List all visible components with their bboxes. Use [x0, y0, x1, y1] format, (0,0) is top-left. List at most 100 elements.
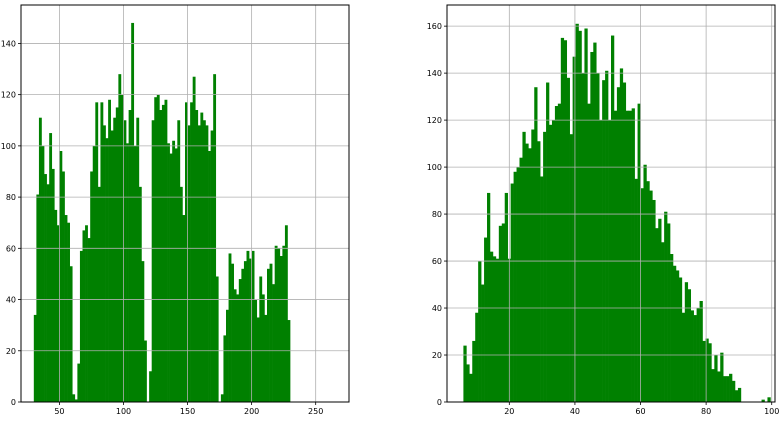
histogram-bar [177, 120, 181, 403]
histogram-bar [578, 30, 582, 402]
histogram-bar [504, 192, 508, 402]
histogram-bar [611, 35, 615, 403]
y-tick-label: 100 [427, 163, 442, 172]
histogram-bar [236, 294, 240, 402]
histogram-bar [525, 143, 529, 402]
histogram-bar [489, 251, 494, 402]
histogram-bar [103, 125, 106, 402]
histogram-bar [279, 256, 283, 402]
histogram-bar [495, 258, 500, 402]
histogram-bar [540, 176, 544, 402]
histogram-bar [264, 314, 268, 402]
histogram-bar [269, 263, 273, 402]
y-tick-label: 40 [432, 304, 442, 313]
histogram-bar [259, 276, 263, 402]
histogram-bar [284, 225, 288, 402]
histogram-bar [238, 279, 242, 402]
histogram-bar [56, 225, 60, 402]
histogram-bar [619, 68, 624, 403]
histogram-bar [97, 186, 101, 402]
histogram-bar [717, 371, 721, 402]
histogram-bar [537, 141, 541, 402]
histogram-bar [581, 73, 585, 402]
histogram-bar [131, 22, 135, 403]
histogram-bar [729, 373, 733, 402]
histogram-bar [602, 80, 606, 402]
histogram-bar [115, 107, 119, 403]
histogram-bar [661, 242, 665, 402]
histogram-bar [49, 133, 53, 402]
histogram-bar [498, 225, 503, 402]
histogram-bar [563, 40, 568, 402]
histogram-bar [649, 190, 653, 402]
histogram-bar [593, 42, 597, 402]
histogram-bar [105, 138, 109, 402]
histogram-bar [699, 300, 703, 402]
y-tick-label: 20 [432, 351, 442, 360]
histogram-bar [182, 215, 186, 402]
histogram-bar [62, 171, 65, 402]
histogram-bar [41, 145, 45, 402]
histogram-right: 20 40 60 80 100 0 20 40 60 80 100 120 140 160 [427, 4, 779, 416]
histogram-bar [655, 228, 659, 402]
histogram-bar [622, 82, 627, 402]
histogram-bar [251, 250, 255, 402]
histogram-bar [732, 380, 736, 402]
y-tick-label: 60 [6, 244, 16, 253]
histogram-bar [118, 74, 122, 402]
histogram-bar [501, 223, 506, 402]
histogram-bar [79, 250, 83, 402]
histogram-bar [478, 261, 482, 402]
histogram-bar [174, 148, 178, 402]
x-tick-label: 20 [504, 407, 514, 416]
histogram-bar [658, 218, 662, 402]
histogram-bar [684, 282, 689, 402]
histogram-left: 50 100 150 200 250 0 20 40 60 80 100 120 140 [1, 4, 350, 416]
x-tick-label: 200 [244, 407, 259, 416]
histogram-bar [522, 131, 526, 403]
histogram-bar [681, 312, 686, 402]
histogram-bar [69, 266, 73, 402]
histogram-bar [200, 112, 204, 403]
y-tick-label: 100 [1, 142, 16, 151]
histogram-bar [192, 76, 196, 402]
histogram-bar [67, 222, 70, 402]
histogram-bar [54, 209, 58, 402]
histogram-bar [596, 73, 600, 402]
histogram-bar [138, 186, 142, 402]
histogram-bar [516, 167, 520, 402]
histogram-bar [100, 102, 104, 402]
histogram-bar [737, 387, 742, 402]
histogram-bar [213, 74, 217, 402]
histogram-bar [179, 186, 183, 402]
histogram-bar [249, 258, 252, 402]
histogram-bar [226, 309, 229, 402]
histogram-bar [484, 237, 488, 402]
x-tick-label: 40 [570, 407, 580, 416]
histogram-bar [646, 181, 650, 402]
x-tick-label: 100 [764, 407, 779, 416]
histogram-bar [637, 103, 641, 402]
histogram-bar [256, 317, 260, 402]
histogram-bar [241, 268, 245, 402]
histogram-bar [110, 130, 114, 402]
histogram-bar [144, 340, 147, 402]
histogram-bar [566, 77, 570, 403]
histogram-bar [243, 261, 247, 402]
histogram-bar [261, 294, 265, 402]
histogram-bar [228, 253, 232, 402]
y-tick-label: 60 [432, 257, 442, 266]
histogram-bar [151, 120, 155, 403]
histogram-bar [277, 248, 281, 402]
histogram-bar [187, 125, 191, 402]
histogram-bar [711, 369, 715, 402]
histogram-bar [572, 56, 576, 402]
histogram-bar [616, 87, 621, 402]
y-tick-label: 140 [427, 69, 442, 78]
histogram-bar [141, 261, 145, 402]
histogram-bar [167, 143, 170, 402]
histogram-bar [274, 245, 278, 402]
x-tick-label: 80 [701, 407, 711, 416]
histogram-bar [513, 171, 517, 402]
